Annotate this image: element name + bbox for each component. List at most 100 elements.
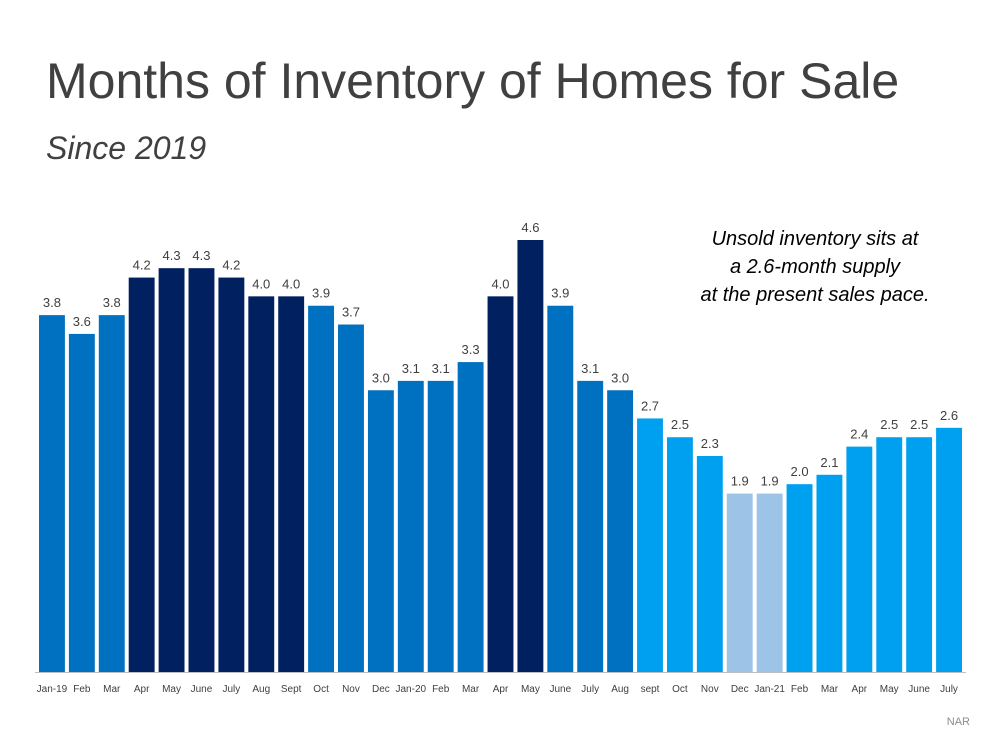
- data-label: 2.1: [820, 455, 838, 470]
- data-label: 4.3: [192, 248, 210, 263]
- data-label: 2.5: [910, 417, 928, 432]
- bar: [816, 474, 843, 672]
- bar: [936, 427, 962, 672]
- bar: [427, 380, 454, 672]
- data-label: 2.7: [641, 398, 659, 413]
- x-tick-label: Feb: [432, 684, 450, 695]
- bar: [308, 305, 335, 672]
- x-tick-label: Feb: [791, 684, 809, 695]
- x-tick-label: Aug: [611, 684, 629, 695]
- data-label: 4.2: [222, 258, 240, 273]
- bar: [248, 296, 275, 672]
- x-tick-label: Nov: [342, 684, 360, 695]
- data-label: 3.6: [73, 314, 91, 329]
- data-label: 3.0: [372, 370, 390, 385]
- data-label: 3.7: [342, 305, 360, 320]
- bar: [39, 315, 65, 672]
- bar: [607, 390, 634, 672]
- data-label: 4.0: [491, 276, 509, 291]
- x-tick-label: May: [521, 684, 540, 695]
- annotation-line-1: Unsold inventory sits at: [711, 228, 919, 250]
- data-label: 2.5: [671, 417, 689, 432]
- x-tick-label: May: [880, 684, 899, 695]
- data-label: 4.3: [163, 248, 181, 263]
- x-tick-label: Oct: [672, 684, 688, 695]
- bar: [547, 305, 574, 672]
- bar: [876, 437, 903, 672]
- x-tick-label: June: [549, 684, 571, 695]
- x-tick-label: Aug: [252, 684, 270, 695]
- bar: [68, 333, 95, 672]
- data-label: 2.5: [880, 417, 898, 432]
- bar: [487, 296, 514, 672]
- x-tick-label: Jan-21: [754, 684, 785, 695]
- data-label: 3.0: [611, 370, 629, 385]
- bar: [188, 268, 215, 672]
- x-tick-label: Apr: [852, 684, 868, 695]
- x-tick-label: July: [940, 684, 958, 695]
- x-tick-label: Nov: [701, 684, 719, 695]
- bar: [98, 315, 125, 672]
- bar: [696, 456, 723, 672]
- x-tick-label: Mar: [821, 684, 839, 695]
- x-tick-label: Mar: [103, 684, 121, 695]
- x-tick-label: July: [581, 684, 599, 695]
- data-label: 2.6: [940, 408, 958, 423]
- data-label: 2.4: [850, 427, 868, 442]
- x-tick-label: Oct: [313, 684, 329, 695]
- data-label: 3.8: [43, 295, 61, 310]
- x-tick-label: July: [222, 684, 240, 695]
- x-tick-label: June: [191, 684, 213, 695]
- bar: [367, 390, 394, 672]
- x-tick-label: May: [162, 684, 181, 695]
- bar: [906, 437, 933, 672]
- x-tick-label: Feb: [73, 684, 91, 695]
- data-label: 4.2: [133, 258, 151, 273]
- data-label: 3.8: [103, 295, 121, 310]
- bar: [846, 446, 873, 672]
- data-label: 2.0: [790, 464, 808, 479]
- annotation-line-3: at the present sales pace.: [700, 284, 930, 306]
- bar: [726, 493, 753, 672]
- data-label: 3.1: [581, 361, 599, 376]
- bar: [756, 493, 783, 672]
- x-tick-label: sept: [641, 684, 660, 695]
- data-label: 3.1: [402, 361, 420, 376]
- data-label: 3.9: [312, 286, 330, 301]
- data-label: 1.9: [731, 474, 749, 489]
- x-tick-label: Jan-19: [37, 684, 68, 695]
- bar: [517, 240, 544, 672]
- x-tick-label: Apr: [493, 684, 509, 695]
- x-tick-label: Mar: [462, 684, 480, 695]
- chart-title: Months of Inventory of Homes for Sale: [46, 53, 900, 109]
- data-label: 3.1: [432, 361, 450, 376]
- bar: [457, 362, 484, 672]
- bar: [278, 296, 305, 672]
- x-tick-label: Dec: [731, 684, 749, 695]
- bar: [158, 268, 185, 672]
- data-label: 3.9: [551, 286, 569, 301]
- x-tick-label: Jan-20: [396, 684, 427, 695]
- bar: [338, 324, 364, 672]
- x-tick-label: Apr: [134, 684, 150, 695]
- bar: [637, 418, 663, 672]
- data-label: 1.9: [761, 474, 779, 489]
- data-label: 3.3: [462, 342, 480, 357]
- source-label: NAR: [946, 716, 970, 728]
- bar: [786, 484, 813, 672]
- bar: [218, 277, 245, 672]
- data-label: 4.0: [252, 276, 270, 291]
- data-label: 4.0: [282, 276, 300, 291]
- x-tick-label: Dec: [372, 684, 390, 695]
- data-label: 4.6: [521, 220, 539, 235]
- x-tick-label: June: [908, 684, 930, 695]
- bar: [577, 380, 604, 672]
- x-tick-label: Sept: [281, 684, 302, 695]
- data-label: 2.3: [701, 436, 719, 451]
- bar: [128, 277, 155, 672]
- bar: [666, 437, 693, 672]
- chart-subtitle: Since 2019: [46, 130, 207, 166]
- annotation-line-2: a 2.6-month supply: [729, 256, 901, 278]
- annotation-note: Unsold inventory sits at a 2.6-month sup…: [660, 225, 970, 309]
